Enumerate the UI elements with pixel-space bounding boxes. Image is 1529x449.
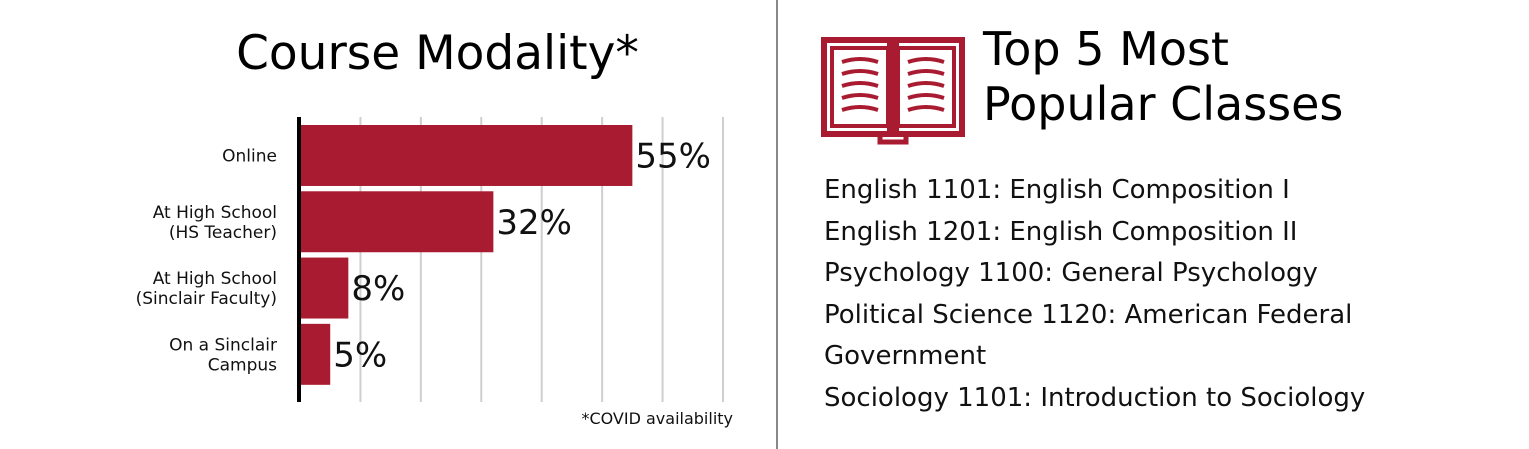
classes-list: English 1101: English Composition I Engl… [824,170,1365,420]
open-book-icon [821,37,965,145]
category-label: (Sinclair Faculty) [136,289,277,309]
class-item: English 1201: English Composition II [824,216,1298,247]
chart-title: Course Modality* [236,26,639,81]
bar [300,323,331,385]
class-item: Sociology 1101: Introduction to Sociolog… [824,382,1366,413]
value-label: 32% [496,203,572,243]
classes-title-line: Popular Classes [983,77,1344,131]
value-label: 55% [635,136,711,176]
class-item: Government [824,341,987,372]
category-label: Online [222,146,277,166]
category-label: At High School [153,269,277,289]
class-item: English 1101: English Composition I [824,175,1290,205]
class-item: Political Science 1120: American Federal [824,299,1353,330]
category-label: (HS Teacher) [169,223,277,243]
class-item: Psychology 1100: General Psychology [824,258,1318,289]
classes-title: Top 5 Most Popular Classes [983,22,1343,132]
bar [300,125,633,186]
bar [300,257,349,319]
section-divider [776,0,778,449]
classes-title-line: Top 5 Most [983,22,1229,76]
value-label: 5% [333,335,387,375]
value-label: 8% [351,269,405,309]
category-label: At High School [153,203,277,223]
category-label: Campus [208,355,277,375]
chart-note: *COVID availability [581,409,733,428]
category-label: On a Sinclair [169,335,277,355]
bar [300,191,494,253]
